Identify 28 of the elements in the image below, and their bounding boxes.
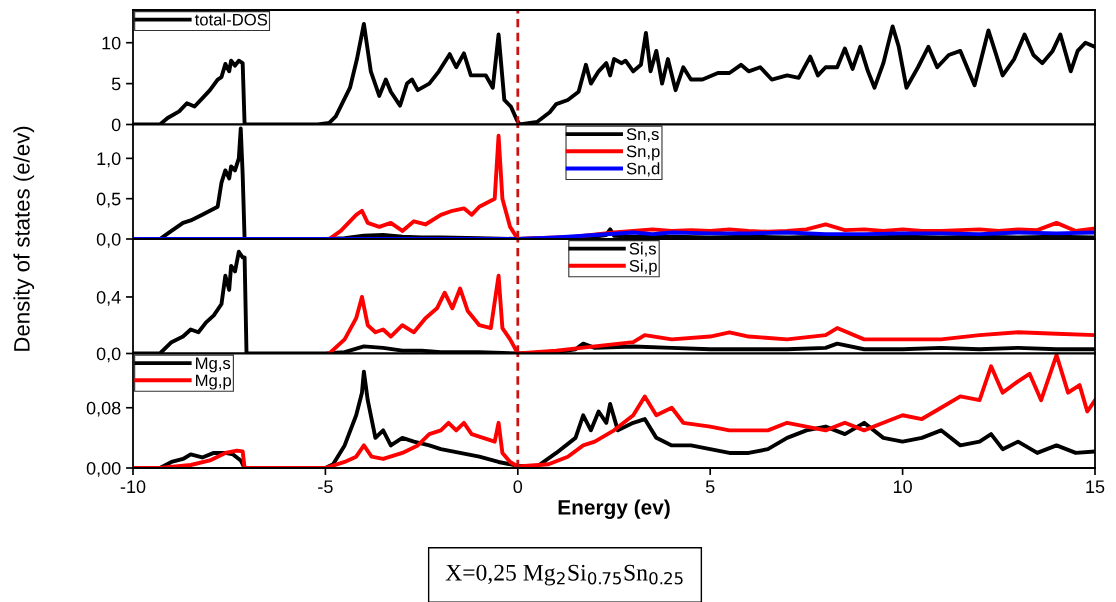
- x-axis-title: Energy (ev): [558, 499, 670, 519]
- legend-label: Mg,p: [196, 374, 232, 390]
- x-tick-label: 15: [1086, 480, 1105, 494]
- line-series: [327, 273, 1095, 354]
- legend-label: total-DOS: [194, 13, 268, 26]
- x-tick-label: 0: [513, 480, 523, 494]
- x-tick-label: 5: [705, 480, 715, 494]
- y-tick-label: 5: [111, 77, 121, 91]
- y-tick-label: 0,0: [96, 347, 121, 363]
- y-tick-label: 0,0: [96, 232, 121, 248]
- y-axis-title: Density of states (e/ev): [13, 126, 35, 351]
- legend-label: Sn,p: [626, 145, 660, 161]
- y-tick-label: 1,0: [97, 152, 121, 168]
- y-tick-label: 10: [102, 36, 121, 50]
- legend-label: Sn,s: [626, 128, 659, 143]
- legend-label: Mg,s: [196, 357, 231, 373]
- y-tick-label: 0,00: [86, 461, 121, 477]
- y-tick-label: 0,08: [86, 401, 121, 417]
- x-tick-label: -5: [318, 480, 333, 494]
- x-tick-label: -10: [120, 480, 146, 494]
- y-tick-label: 0,4: [96, 290, 121, 306]
- y-tick-label: 0,5: [96, 192, 121, 208]
- y-tick-label: 0: [111, 118, 121, 132]
- legend-label: Si,s: [629, 242, 656, 257]
- legend-label: Sn,d: [626, 162, 660, 177]
- text: X=0,25 Mg$_{2}$Si$_{0.75}$Sn$_{0.25}$: [445, 564, 683, 586]
- x-tick-label: 10: [893, 480, 912, 494]
- legend-label: Si,p: [629, 259, 657, 276]
